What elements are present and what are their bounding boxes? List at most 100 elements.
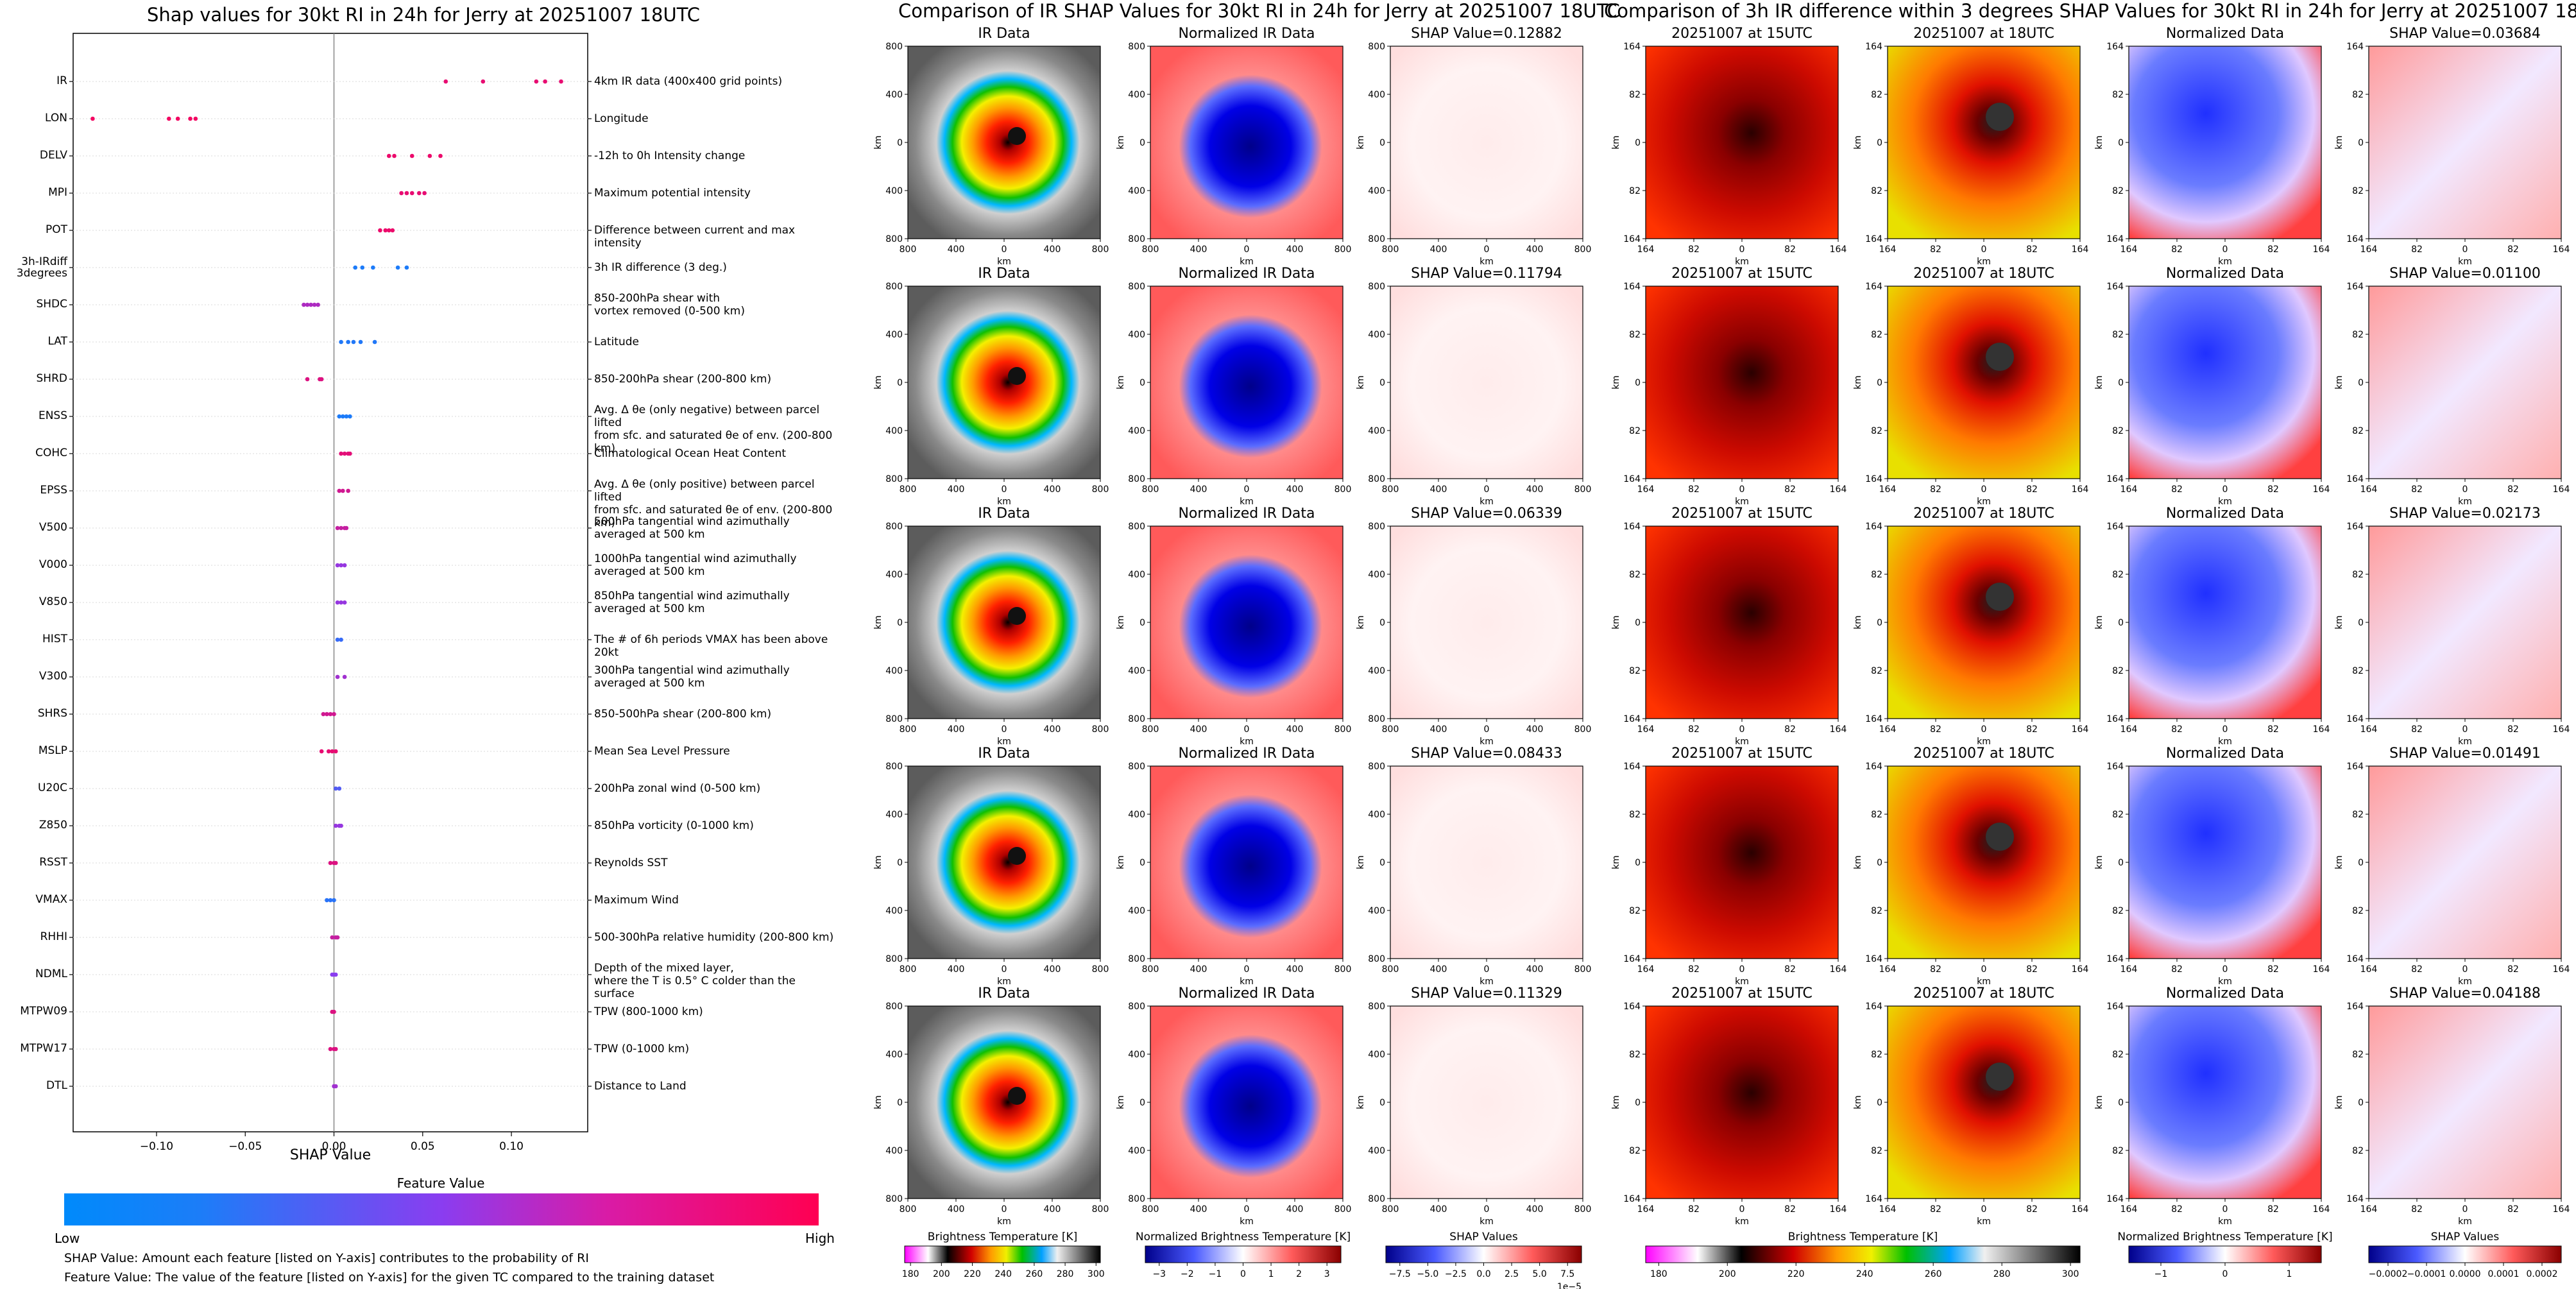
shap-point bbox=[175, 116, 180, 121]
x-tick-label: 800 bbox=[1574, 724, 1592, 735]
y-tick-label: 800 bbox=[1368, 522, 1385, 532]
feature-description: 200hPa zonal wind (0-500 km) bbox=[594, 782, 761, 795]
y-tick-label: 164 bbox=[1865, 234, 1882, 244]
y-tick-label: 164 bbox=[1623, 234, 1641, 244]
x-tick-label: 800 bbox=[1092, 484, 1109, 495]
x-tick-label: 164 bbox=[2313, 724, 2330, 735]
ir-image-panel bbox=[1150, 1005, 1343, 1199]
feature-label: EPSS bbox=[40, 484, 67, 497]
x-tick-label: 0 bbox=[1244, 964, 1250, 975]
y-tick-label: 0 bbox=[897, 1098, 903, 1108]
colorbar-tick-label: 0.0001 bbox=[2488, 1269, 2520, 1279]
y-tick-label: 82 bbox=[2112, 426, 2124, 436]
y-tick-label: 0 bbox=[897, 618, 903, 628]
storm-eye bbox=[1008, 607, 1026, 625]
shap-point bbox=[332, 1009, 336, 1014]
y-tick-label: 164 bbox=[2346, 522, 2364, 532]
y-tick-label: 164 bbox=[2346, 762, 2364, 772]
feature-label: IR bbox=[56, 74, 67, 87]
x-axis-label: km bbox=[2458, 737, 2472, 747]
y-axis-label: km bbox=[2334, 1095, 2344, 1109]
shap-panel-title: SHAP Value=0.06339 bbox=[1411, 506, 1562, 522]
y-tick-label: 400 bbox=[1368, 906, 1385, 916]
x-axis-label: km bbox=[1735, 737, 1749, 747]
ir-diff-image-panel bbox=[2128, 525, 2322, 719]
colorbar-tick-label: 240 bbox=[994, 1269, 1012, 1279]
colorbar-tick-label: 0.0 bbox=[1476, 1269, 1490, 1279]
ir-diff-image-panel bbox=[1887, 46, 2081, 239]
panel-title: IR Data bbox=[978, 506, 1030, 522]
x-tick-label: 800 bbox=[1382, 1204, 1399, 1215]
shap-point bbox=[328, 898, 333, 903]
shap-point bbox=[339, 600, 343, 605]
y-tick-label: 800 bbox=[1128, 714, 1145, 724]
y-axis-label: km bbox=[873, 135, 883, 149]
x-tick-label: 164 bbox=[2360, 1204, 2378, 1215]
x-axis-label: km bbox=[2218, 257, 2232, 267]
x-tick-label: 82 bbox=[2026, 964, 2038, 975]
x-tick-label: 0 bbox=[1002, 244, 1007, 255]
y-axis-label: km bbox=[1356, 855, 1366, 869]
y-tick-label: 164 bbox=[1623, 474, 1641, 484]
colorbar-tick-label: 280 bbox=[1993, 1269, 2011, 1279]
y-tick-label: 82 bbox=[2112, 1050, 2124, 1060]
y-tick-label: 800 bbox=[1368, 282, 1385, 292]
x-tick-label: 0 bbox=[1981, 964, 1987, 975]
x-axis-label: km bbox=[997, 737, 1011, 747]
y-tick-label: 0 bbox=[1635, 138, 1641, 148]
shap-plot-svg: −0.10 −0.05 0.00 0.05 0.10 bbox=[69, 33, 592, 1153]
shap-point bbox=[333, 749, 338, 754]
x-tick-label: 82 bbox=[2026, 1204, 2038, 1215]
y-axis-label: km bbox=[2334, 135, 2344, 149]
y-tick-label: 82 bbox=[1871, 330, 1882, 340]
y-tick-label: 164 bbox=[2106, 282, 2124, 292]
y-tick-label: 0 bbox=[1635, 378, 1641, 388]
y-tick-label: 164 bbox=[2346, 1194, 2364, 1204]
colorbar-tick-label: 220 bbox=[1787, 1269, 1805, 1279]
x-tick-label: 0 bbox=[2222, 1204, 2228, 1215]
x-tick-label: 800 bbox=[1382, 964, 1399, 975]
y-tick-label: 0 bbox=[2118, 378, 2124, 388]
y-tick-label: 800 bbox=[1128, 234, 1145, 244]
y-tick-label: 82 bbox=[2352, 666, 2364, 676]
x-tick-label: 82 bbox=[1688, 964, 1700, 975]
shap-point bbox=[335, 600, 340, 605]
x-tick-label: 164 bbox=[2072, 724, 2089, 735]
x-tick-label: 82 bbox=[2507, 244, 2519, 255]
x-tick-label: 0 bbox=[1484, 964, 1490, 975]
y-tick-label: 82 bbox=[2352, 1146, 2364, 1156]
x-tick-label: 800 bbox=[900, 244, 917, 255]
middle-figure-title: Comparison of IR SHAP Values for 30kt RI… bbox=[898, 0, 1620, 22]
y-tick-label: 82 bbox=[1871, 906, 1882, 916]
y-tick-label: 800 bbox=[885, 522, 903, 532]
x-axis-label: km bbox=[1977, 977, 1991, 987]
x-tick-label: 0 bbox=[1244, 1204, 1250, 1215]
shap-point bbox=[325, 712, 329, 717]
y-tick-label: 164 bbox=[1623, 282, 1641, 292]
x-axis-label: km bbox=[2218, 1216, 2232, 1227]
feature-description: Avg. Δ θe (only positive) between parcel… bbox=[594, 478, 833, 529]
shap-point bbox=[335, 674, 340, 679]
ir-diff-image-panel bbox=[1645, 1005, 1839, 1199]
x-tick-label: 164 bbox=[2120, 724, 2138, 735]
x-axis-label: km bbox=[997, 977, 1011, 987]
x-tick-label: 82 bbox=[2507, 1204, 2519, 1215]
colorbar-title: Normalized Brightness Temperature [K] bbox=[2117, 1231, 2333, 1243]
feature-description: Reynolds SST bbox=[594, 857, 668, 869]
colorbar-tick-label: 280 bbox=[1057, 1269, 1074, 1279]
colorbar-tick-label: 0.0000 bbox=[2450, 1269, 2481, 1279]
x-tick-label: 800 bbox=[1335, 724, 1352, 735]
shap-point bbox=[335, 935, 340, 940]
panel-title: IR Data bbox=[978, 26, 1030, 42]
x-tick-label: 800 bbox=[1335, 244, 1352, 255]
ir-image-panel bbox=[1150, 765, 1343, 959]
x-tick-label: 164 bbox=[2553, 1204, 2570, 1215]
x-tick-label: 82 bbox=[2267, 244, 2279, 255]
colorbar-tick-label: −2.5 bbox=[1445, 1269, 1467, 1279]
x-tick-label: 400 bbox=[1286, 964, 1304, 975]
shap-point bbox=[390, 228, 395, 233]
x-tick-label: 800 bbox=[900, 1204, 917, 1215]
feature-description: The # of 6h periods VMAX has been above … bbox=[594, 633, 828, 659]
x-tick-label: 164 bbox=[2120, 964, 2138, 975]
y-tick-label: 400 bbox=[1368, 810, 1385, 820]
